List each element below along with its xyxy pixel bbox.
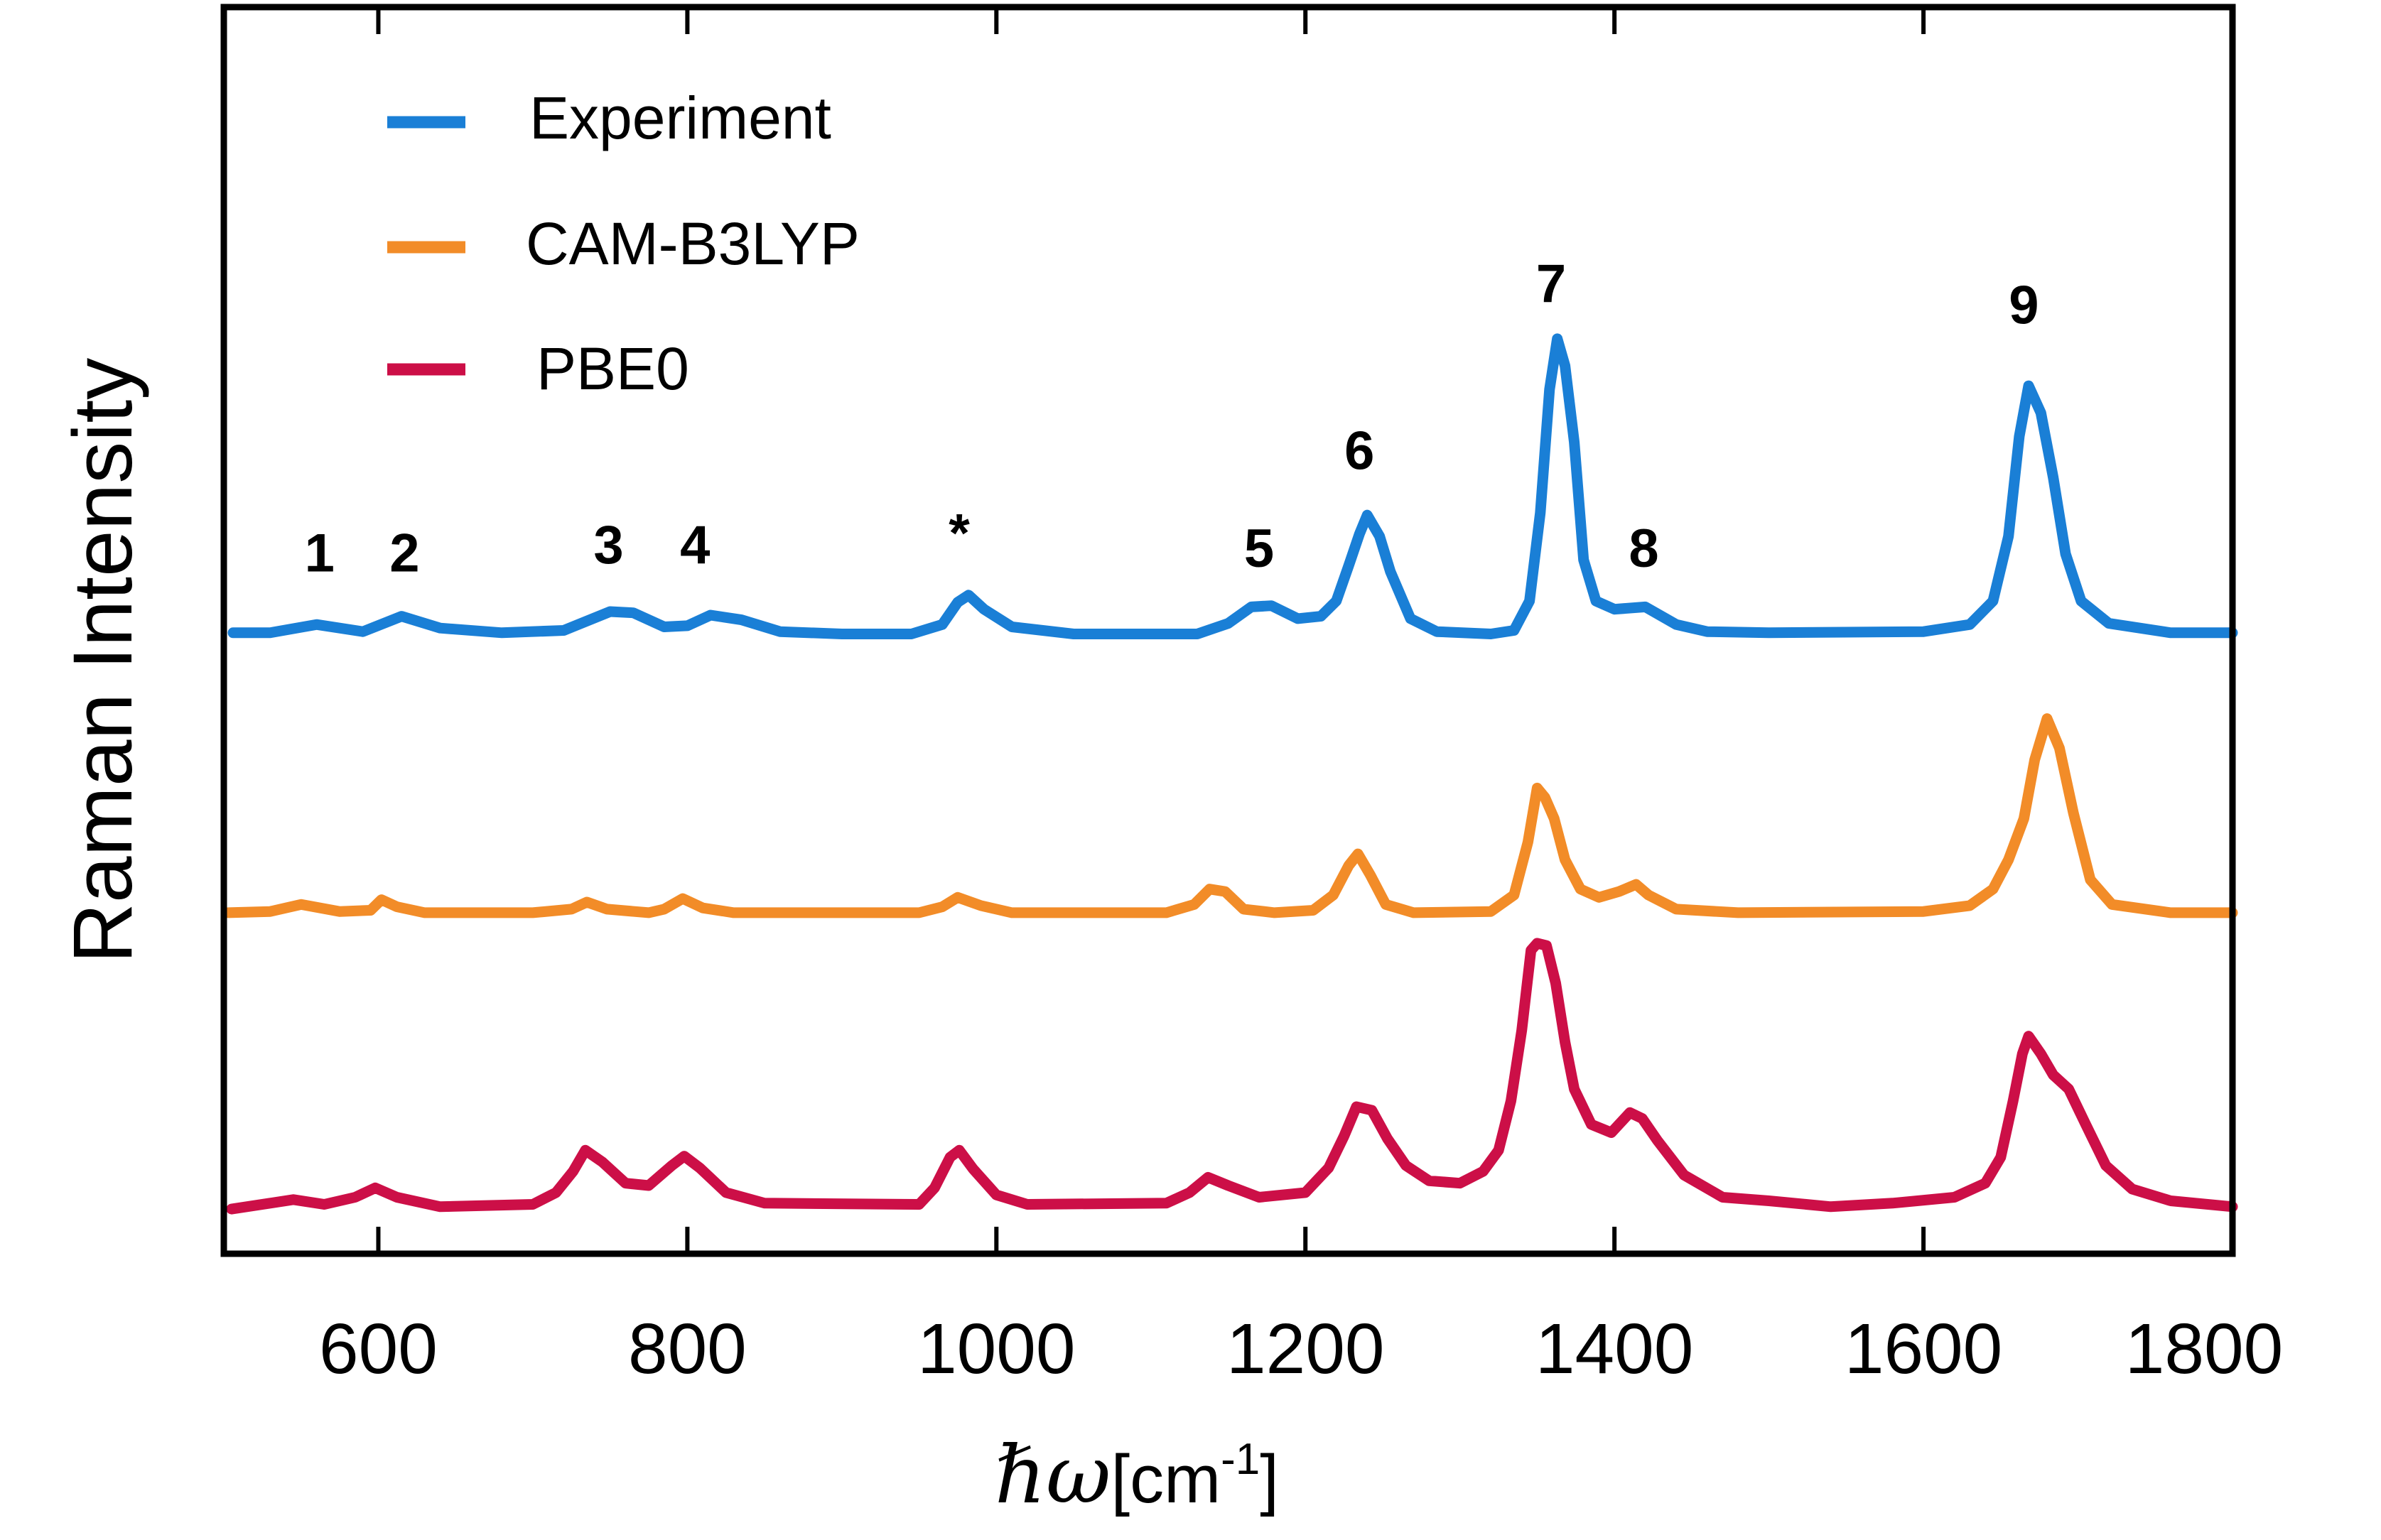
x-axis-unit-close: ] <box>1260 1441 1279 1517</box>
series-line-experiment <box>227 333 2238 639</box>
x-axis-symbol: ℏω <box>995 1429 1111 1522</box>
x-tick-label-1800: 1800 <box>2125 1309 2283 1389</box>
legend-label-pbe0: PBE0 <box>536 335 689 402</box>
peak-label-6: 6 <box>1344 421 1374 482</box>
series-layer <box>223 333 2238 1215</box>
plot-frame <box>220 4 2236 1257</box>
x-axis-title: ℏω[cm-1] <box>995 1429 1279 1522</box>
x-tick-label-1600: 1600 <box>1845 1309 2002 1389</box>
y-axis-title: Raman Intensity <box>56 358 150 964</box>
x-axis-unit-exponent: -1 <box>1221 1435 1260 1484</box>
peak-label-1: 1 <box>305 524 335 584</box>
peak-label-star: * <box>949 504 970 564</box>
x-tick-label-600: 600 <box>319 1309 438 1389</box>
peak-annotations: 1 2 3 4 * 5 6 7 8 9 <box>305 254 2039 584</box>
x-axis-ticks: 600 800 1000 1200 1400 1600 1800 <box>319 7 2283 1389</box>
peak-label-7: 7 <box>1536 254 1566 315</box>
legend: Experiment CAM-B3LYP PBE0 <box>387 85 860 402</box>
x-tick-label-1000: 1000 <box>917 1309 1075 1389</box>
series-line-cam-b3lyp <box>223 713 2238 918</box>
x-tick-label-800: 800 <box>628 1309 747 1389</box>
x-axis-unit: [cm <box>1111 1441 1221 1517</box>
peak-label-5: 5 <box>1244 519 1274 579</box>
legend-label-experiment: Experiment <box>529 85 831 151</box>
peak-label-8: 8 <box>1629 519 1658 579</box>
peak-label-4: 4 <box>680 515 710 575</box>
peak-label-3: 3 <box>593 515 623 575</box>
x-tick-label-1200: 1200 <box>1226 1309 1384 1389</box>
peak-label-9: 9 <box>2009 275 2039 335</box>
peak-label-2: 2 <box>389 524 419 584</box>
x-tick-label-1400: 1400 <box>1535 1309 1693 1389</box>
legend-label-cam-b3lyp: CAM-B3LYP <box>526 210 860 277</box>
series-line-pbe0 <box>226 938 2238 1215</box>
